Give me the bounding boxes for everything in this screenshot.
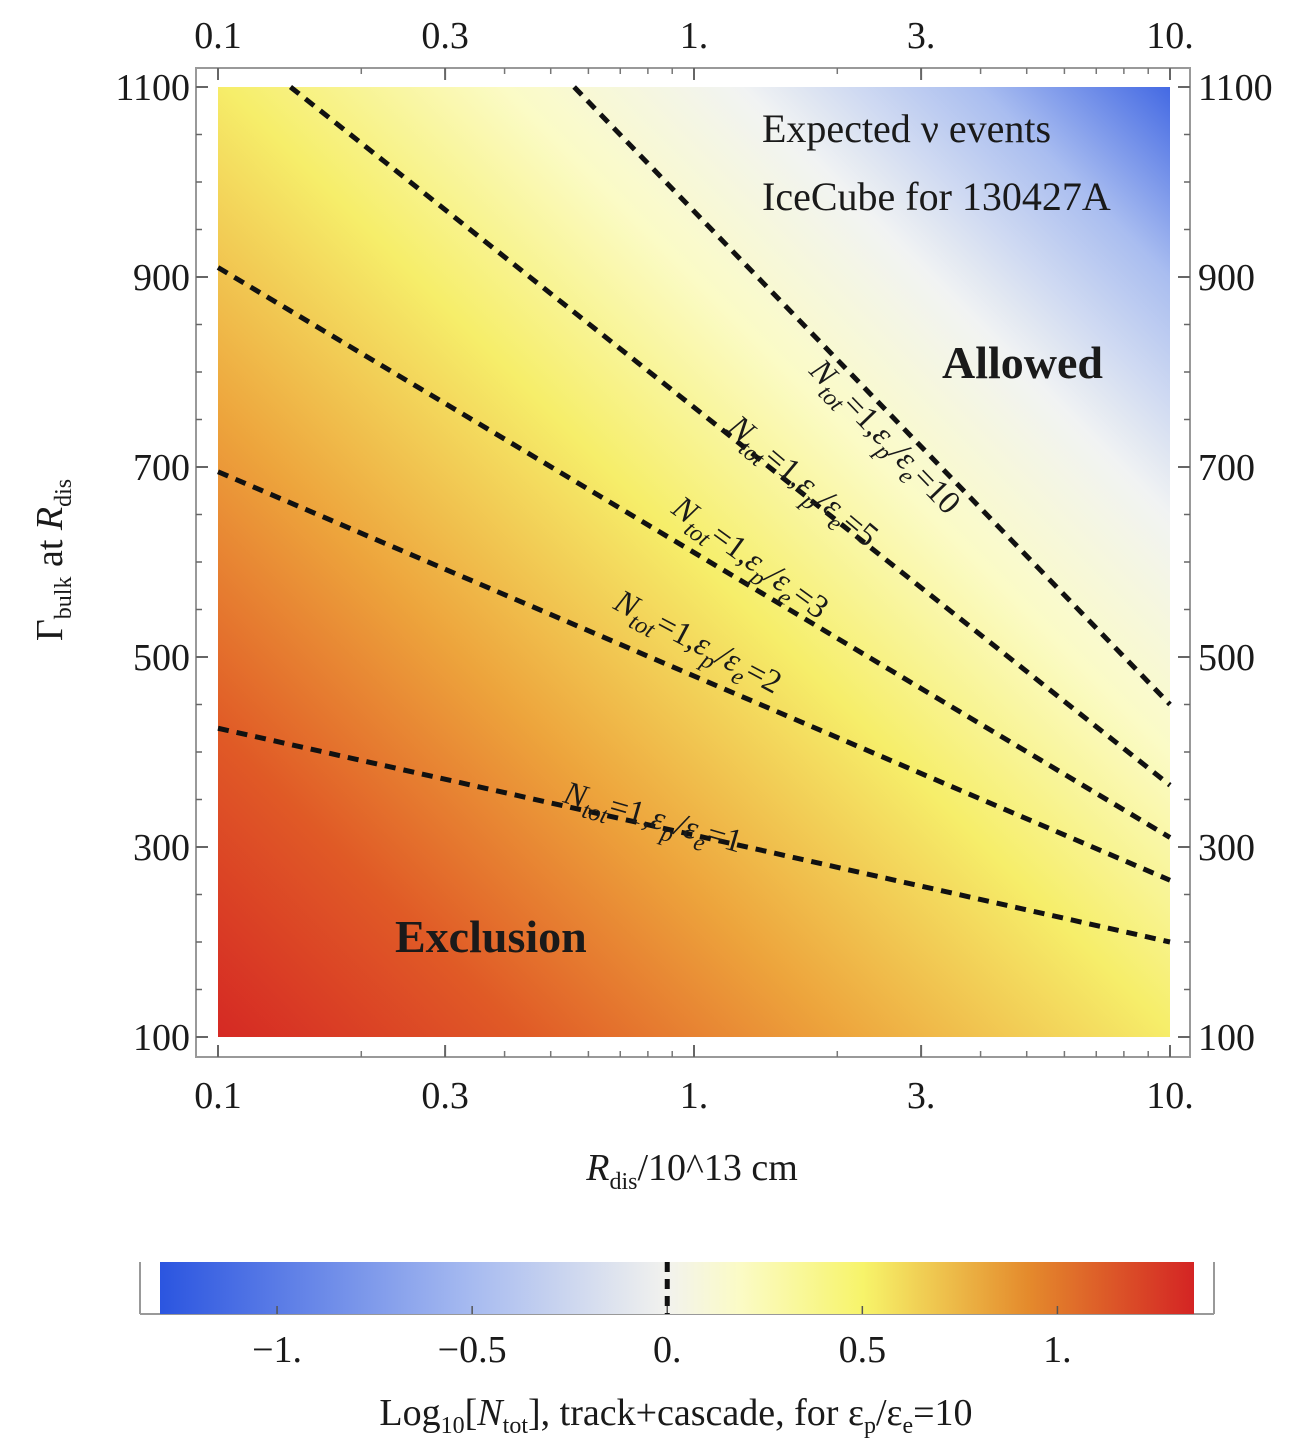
y-tick-label-right: 700 (1198, 447, 1255, 489)
contour-line-1 (217, 725, 1171, 945)
y-ticks-left: 100 300 500 700 900 1100 (115, 67, 208, 1059)
y-tick-label: 300 (133, 827, 190, 869)
annotation-icecube: IceCube for 130427A (762, 174, 1111, 219)
y-tick-label-right: 500 (1198, 637, 1255, 679)
x-tick-label-top: 3. (907, 15, 936, 57)
x-ticks-top: 0.1 0.3 1. 3. 10. (194, 15, 1194, 80)
colorbar-label: Log10[Ntot], track+cascade, for εp/εe=10 (379, 1392, 972, 1438)
colorbar (160, 1262, 1194, 1314)
y-tick-label-right: 900 (1198, 257, 1255, 299)
x-tick-label-top: 0.1 (194, 15, 242, 57)
x-tick-label: 3. (907, 1075, 936, 1117)
colorbar-tick-label: 1. (1043, 1329, 1072, 1371)
annotation-expected: Expected ν events (762, 106, 1051, 151)
y-tick-label: 500 (133, 637, 190, 679)
contour-line-2 (217, 469, 1171, 883)
x-tick-label-top: 1. (680, 15, 709, 57)
colorbar-ticks: −1. −0.5 0. 0.5 1. (252, 1262, 1072, 1371)
x-axis-label: Rdis/10^13 cm (585, 1147, 798, 1195)
y-tick-label: 100 (133, 1017, 190, 1059)
contour-line-4 (288, 85, 1172, 788)
colorbar-tick-label: 0. (653, 1329, 682, 1371)
y-axis-label: Γbulk at Rdis (29, 479, 77, 641)
y-tick-label: 700 (133, 447, 190, 489)
region-label-allowed: Allowed (942, 337, 1103, 388)
x-tick-label-top: 0.3 (421, 15, 469, 57)
contour-line-5 (572, 85, 1172, 707)
x-tick-label: 10. (1146, 1075, 1194, 1117)
density-field (218, 87, 1170, 1037)
x-ticks-bottom: 0.1 0.3 1. 3. 10. (194, 1045, 1194, 1117)
colorbar-tick-label: −1. (252, 1329, 302, 1371)
y-tick-label-right: 1100 (1198, 67, 1273, 109)
contour-line-3 (216, 265, 1172, 840)
y-tick-label: 900 (133, 257, 190, 299)
x-tick-label: 0.1 (194, 1075, 242, 1117)
colorbar-tick-label: −0.5 (438, 1329, 507, 1371)
svg-text:Γbulk at Rdis: Γbulk at Rdis (29, 479, 77, 641)
region-label-exclusion: Exclusion (395, 911, 587, 962)
colorbar-tick-label: 0.5 (839, 1329, 887, 1371)
x-tick-label-top: 10. (1146, 15, 1194, 57)
y-tick-label-right: 100 (1198, 1017, 1255, 1059)
x-tick-label: 0.3 (421, 1075, 469, 1117)
y-tick-label-right: 300 (1198, 827, 1255, 869)
y-ticks-right: 100 300 500 700 900 1100 (1178, 67, 1273, 1059)
contour-lines (216, 85, 1172, 945)
x-tick-label: 1. (680, 1075, 709, 1117)
y-tick-label: 1100 (115, 67, 190, 109)
